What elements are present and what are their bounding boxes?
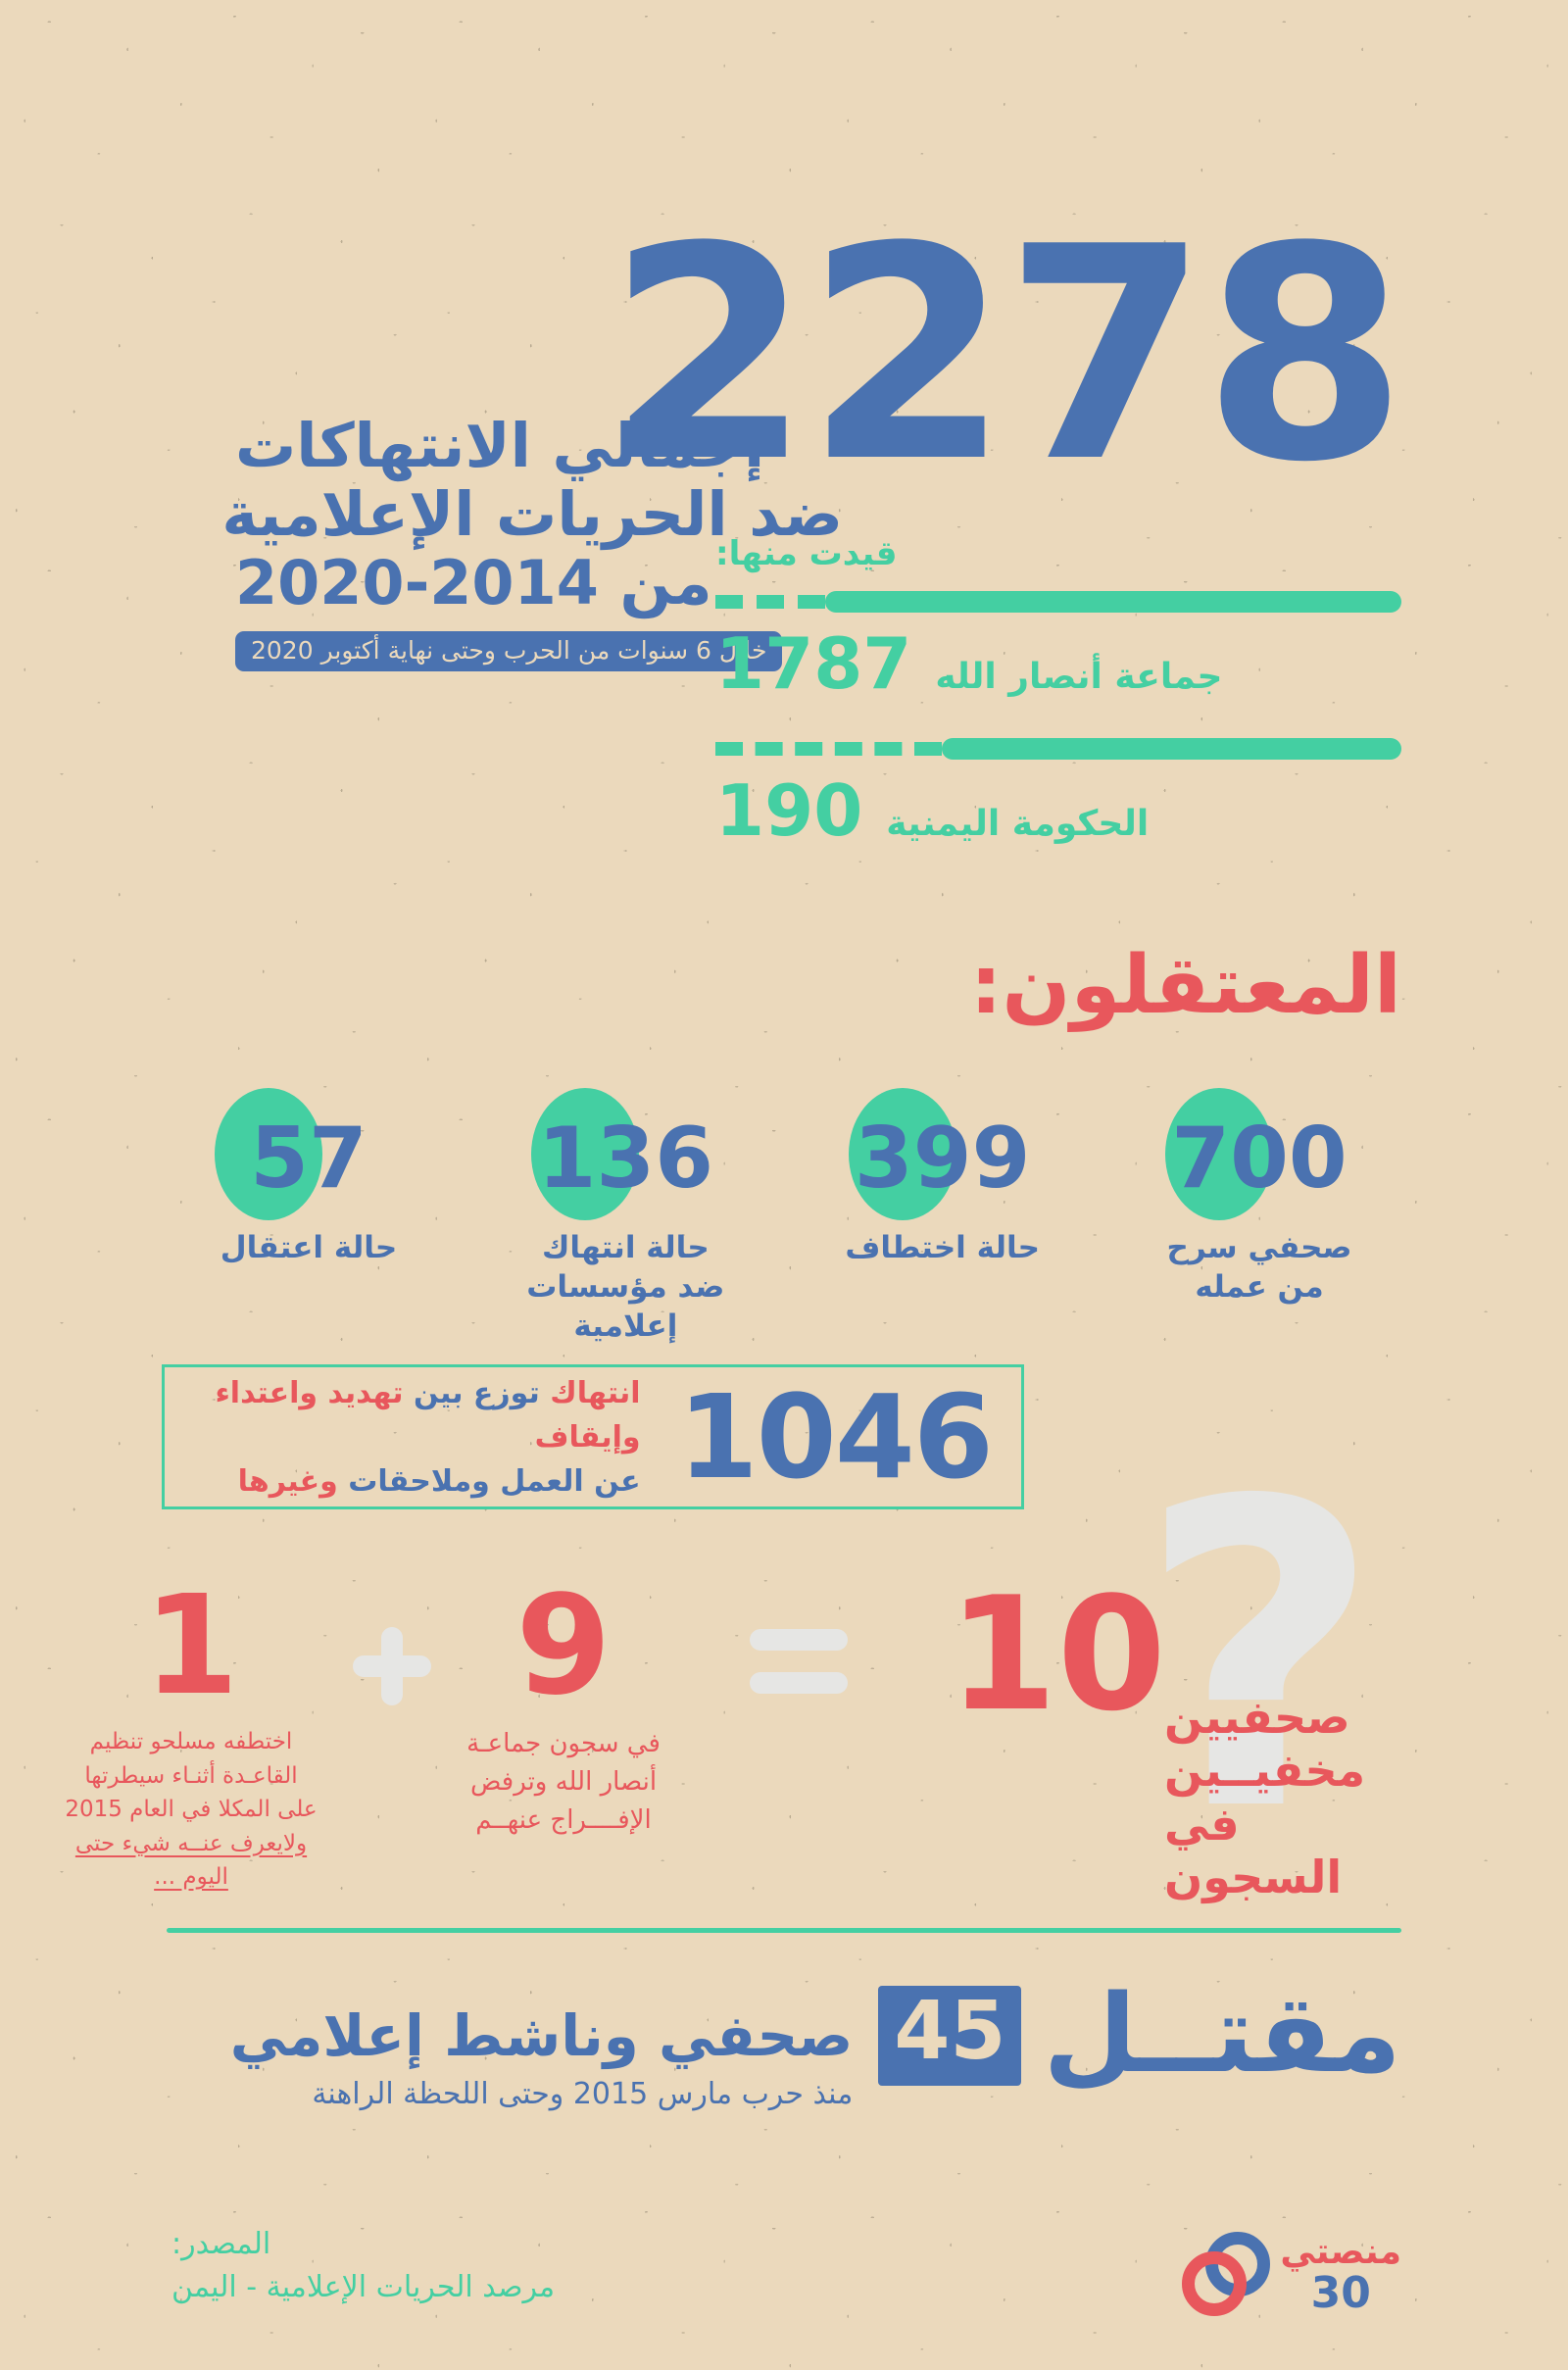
bar-dashed-remainder: [715, 742, 942, 756]
term-description: في سجون جماعـة أنصار الله وترفض الإفــــ…: [466, 1729, 661, 1835]
source-label: المصدر:: [172, 2227, 271, 2261]
period-badge: خلال 6 سنوات من الحرب وحتى نهاية أكتوبر …: [235, 631, 783, 672]
stat-caption: حالة انتهاك ضد مؤسسات إعلامية: [526, 1229, 725, 1345]
stat-caption: صحفي سرح من عمله: [1166, 1229, 1352, 1305]
bar-label: جماعة أنصار الله: [935, 657, 1223, 697]
total-violations-number: 2278: [607, 184, 1407, 526]
desc-word-others: وغيرها: [237, 1463, 338, 1499]
other-violations-box: 1046 انتهاك توزع بين تهديد واعتداء وإيقا…: [162, 1364, 1024, 1509]
plus-icon: [353, 1627, 431, 1705]
stat-value: 700: [1171, 1110, 1348, 1208]
detainees-heading: المعتقلون:: [969, 939, 1401, 1032]
desc-word-violation: انتهاك: [550, 1375, 641, 1410]
logo-word: منصتي: [1280, 2232, 1401, 2272]
stat-item: 57 حالة اعتقال: [167, 1088, 451, 1347]
term-value: 9: [515, 1566, 612, 1726]
circle-accent: [848, 1088, 956, 1220]
bar-dashed-remainder: [715, 595, 825, 609]
killed-line-1: صحفي وناشط إعلامي: [229, 2002, 854, 2069]
equation-term-one: 1 اختطفه مسلحو تنظيم القاعـدة أثنـاء سيط…: [59, 1578, 323, 1895]
killed-journalists-block: مقتــل 45 صحفي وناشط إعلامي منذ حرب مارس…: [167, 1980, 1401, 2110]
equation-term-nine: 9 في سجون جماعـة أنصار الله وترفض الإفــ…: [431, 1578, 696, 1840]
equals-icon: [750, 1629, 848, 1694]
killed-line-2: منذ حرب مارس 2015 وحتى اللحظة الراهنة: [312, 2076, 854, 2111]
hidden-total-caption: صحفيين مخفيــين في السجون: [1164, 1691, 1366, 1903]
desc-word-from-work: عن العمل وملاحقات: [348, 1463, 641, 1499]
term-description-underlined: ولايعرف عنــه شيء حتى اليوم ...: [74, 1830, 308, 1891]
title-line-1: إجمالي الانتهاكات: [235, 410, 765, 481]
bar-fill: [825, 591, 1401, 613]
term-value: 1: [143, 1566, 239, 1726]
desc-word-distributed: توزع بين: [413, 1375, 540, 1410]
other-violations-value: 1046: [677, 1369, 994, 1505]
attribution-bar-chart: قيدت منها: 1787 جماعة أنصار الله 190 الح…: [715, 534, 1401, 885]
bar-track: [715, 738, 1401, 760]
stat-item: 399 حالة اختطاف: [801, 1088, 1085, 1347]
stat-value: 136: [537, 1110, 714, 1208]
bar-label-group: 1787 جماعة أنصار الله: [715, 628, 1401, 699]
stat-value: 57: [250, 1110, 368, 1208]
main-title-block: إجمالي الانتهاكات ضد الحريات الإعلامية م…: [221, 410, 843, 672]
bar-track: [715, 591, 1401, 613]
question-mark-icon: ?: [1137, 1413, 1382, 1903]
killed-count-chip: 45: [878, 1986, 1022, 2086]
bar-row-ansar-allah: 1787 جماعة أنصار الله: [715, 591, 1401, 738]
term-description-plain: اختطفه مسلحو تنظيم القاعـدة أثنـاء سيطرت…: [65, 1729, 318, 1822]
description-line-2: عن العمل وملاحقات وغيرها: [165, 1459, 641, 1504]
circle-accent: [215, 1088, 323, 1220]
bar-label-group: 190 الحكومة اليمنية: [715, 775, 1401, 846]
circle-accent: [531, 1088, 640, 1220]
circle-accent: [1165, 1088, 1273, 1220]
logo-number: 30: [1310, 2268, 1371, 2318]
bar-label: الحكومة اليمنية: [886, 804, 1150, 844]
bar-value: 190: [715, 769, 863, 852]
brand-logo: منصتي 30: [1180, 2230, 1401, 2320]
bar-row-yemeni-government: 190 الحكومة اليمنية: [715, 738, 1401, 885]
detainee-stats-row: 700 صحفي سرح من عمله 399 حالة اختطاف 136…: [167, 1088, 1401, 1347]
hidden-total-value: 10: [948, 1562, 1166, 1746]
other-violations-description: انتهاك توزع بين تهديد واعتداء وإيقاف عن …: [165, 1371, 657, 1504]
interlocking-rings-icon: [1180, 2230, 1271, 2320]
desc-word-threats: تهديد واعتداء وإيقاف: [215, 1375, 641, 1455]
red-ring-icon: [1182, 2251, 1248, 2316]
term-description: اختطفه مسلحو تنظيم القاعـدة أثنـاء سيطرت…: [59, 1725, 323, 1895]
logo-wordmark: منصتي 30: [1280, 2235, 1401, 2315]
title-line-3-years: من 2014-2020: [235, 547, 713, 619]
bar-fill: [942, 738, 1401, 760]
stat-item: 700 صحفي سرح من عمله: [1117, 1088, 1401, 1347]
bar-value: 1787: [715, 622, 912, 705]
stat-value: 399: [854, 1110, 1031, 1208]
description-line-1: انتهاك توزع بين تهديد واعتداء وإيقاف: [165, 1371, 641, 1459]
section-divider: [167, 1928, 1401, 1933]
stat-caption: حالة اعتقال: [220, 1229, 398, 1265]
title-line-2: ضد الحريات الإعلامية: [221, 478, 843, 551]
source-credit: المصدر: مرصد الحريات الإعلامية - اليمن: [172, 2223, 555, 2308]
killed-word: مقتــل: [1043, 1971, 1401, 2097]
bars-caption: قيدت منها:: [715, 534, 898, 573]
stat-item: 136 حالة انتهاك ضد مؤسسات إعلامية: [483, 1088, 767, 1347]
source-value: مرصد الحريات الإعلامية - اليمن: [172, 2269, 556, 2304]
stat-caption: حالة اختطاف: [845, 1229, 1041, 1265]
killed-text-group: صحفي وناشط إعلامي منذ حرب مارس 2015 وحتى…: [230, 1980, 854, 2110]
